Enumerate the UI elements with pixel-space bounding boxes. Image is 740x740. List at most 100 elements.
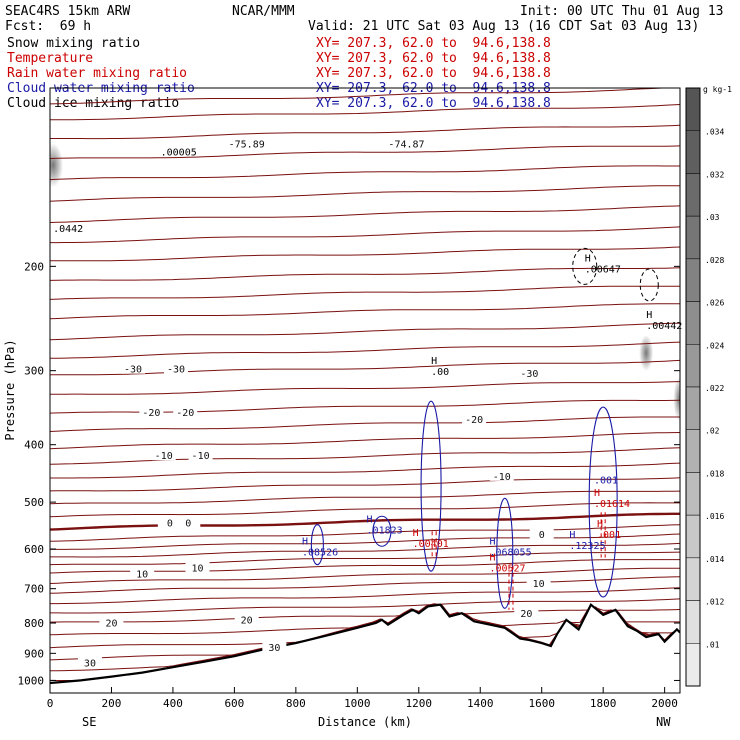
isotherm-label: -74.87 bbox=[388, 139, 424, 150]
isotherm bbox=[50, 502, 680, 518]
colorbar-label: .016 bbox=[705, 512, 724, 521]
isotherm-label-bg bbox=[164, 362, 188, 374]
extremum-marker-h: H bbox=[597, 519, 603, 530]
ice-shade bbox=[639, 334, 654, 371]
isotherm-label: 0 bbox=[167, 518, 173, 529]
isotherm bbox=[50, 462, 680, 479]
isotherm-label-bg bbox=[529, 527, 554, 539]
colorbar-label: .022 bbox=[705, 384, 724, 393]
isotherm bbox=[50, 246, 680, 262]
isotherm-label-bg bbox=[151, 449, 176, 461]
isotherm bbox=[50, 559, 680, 574]
extremum-value: .001 bbox=[597, 530, 621, 541]
x-tick-label: 2000 bbox=[651, 697, 678, 710]
extremum-value: .12325 bbox=[569, 541, 605, 552]
extremum-value: .00 bbox=[431, 367, 449, 378]
extremum-marker-h: H bbox=[431, 356, 437, 367]
isotherm bbox=[50, 524, 680, 542]
isotherm bbox=[50, 576, 680, 594]
extremum-value: .08526 bbox=[302, 547, 338, 558]
y-tick-label: 900 bbox=[24, 647, 44, 660]
isotherm-label-bg bbox=[139, 405, 164, 417]
extremum-value: .068055 bbox=[489, 547, 531, 558]
colorbar-cell bbox=[685, 301, 701, 345]
colorbar-cell bbox=[685, 386, 701, 430]
x-tick-label: 1200 bbox=[406, 697, 433, 710]
isotherm bbox=[50, 341, 680, 359]
x-tick-label: 200 bbox=[102, 697, 122, 710]
field-name-snow: Snow mixing ratio bbox=[7, 36, 141, 51]
isotherm bbox=[50, 322, 680, 341]
colorbar-cell bbox=[685, 429, 701, 473]
colorbar-cell bbox=[685, 344, 701, 388]
extremum-marker-h: H bbox=[367, 515, 373, 526]
plot-frame bbox=[49, 87, 681, 694]
cloud-water-contour bbox=[496, 497, 514, 609]
isotherm-label: 30 bbox=[268, 643, 280, 654]
isotherm-label-bg bbox=[173, 405, 198, 417]
colorbar-cell bbox=[685, 472, 701, 516]
x-tick-label: 600 bbox=[224, 697, 244, 710]
isotherm-label-bg bbox=[517, 366, 542, 378]
isotherm-label-bg bbox=[176, 516, 201, 528]
extremum-marker-h: H bbox=[594, 488, 600, 499]
isotherm-label: 30 bbox=[84, 659, 96, 670]
colorbar-label: .034 bbox=[705, 128, 724, 137]
y-tick-label: 200 bbox=[24, 260, 44, 273]
isotherm-label: 20 bbox=[241, 615, 253, 626]
cloud-water-contour bbox=[420, 400, 442, 572]
colorbar-cell bbox=[685, 258, 701, 302]
isotherm-label-bg bbox=[526, 576, 551, 588]
terrain-line bbox=[50, 602, 680, 685]
x-tick-label: 800 bbox=[286, 697, 306, 710]
isotherm-label: -30 bbox=[124, 365, 142, 376]
isotherm bbox=[50, 124, 680, 140]
x-tick-label: 1800 bbox=[590, 697, 617, 710]
isotherm-label-bg bbox=[185, 561, 210, 573]
y-tick-label: 800 bbox=[24, 617, 44, 630]
x-end-label-right: NW bbox=[656, 715, 671, 729]
snow-contour bbox=[572, 247, 598, 285]
colorbar-cell bbox=[685, 173, 701, 217]
x-tick-label: 0 bbox=[47, 697, 54, 710]
isotherm-label: 10 bbox=[533, 579, 545, 590]
isotherm bbox=[50, 598, 680, 614]
extremum-marker-h: H bbox=[646, 310, 652, 321]
isotherm bbox=[50, 477, 680, 492]
isotherm-label-bg bbox=[130, 567, 155, 579]
colorbar-label: .024 bbox=[705, 341, 724, 350]
extremum-value: .01614 bbox=[594, 499, 630, 510]
isotherm bbox=[50, 285, 680, 300]
isotherm bbox=[50, 447, 680, 465]
isotherm-label: -20 bbox=[142, 408, 160, 419]
extremum-marker-h: H bbox=[489, 536, 495, 547]
forecast-hour-label: Fcst: 69 h bbox=[5, 19, 92, 34]
ice-shading-layer bbox=[50, 143, 680, 422]
isotherm bbox=[50, 533, 680, 550]
isotherm-label: -30 bbox=[167, 365, 185, 376]
isotherm-label-bg bbox=[462, 413, 487, 425]
x-tick-label: 1600 bbox=[528, 697, 555, 710]
colorbar-cell bbox=[686, 88, 700, 131]
isotherm bbox=[50, 605, 680, 636]
isotherm bbox=[50, 416, 680, 432]
isotherm bbox=[50, 226, 680, 244]
isotherm-label-bg bbox=[188, 449, 213, 461]
init-label: Init: 00 UTC Thu 01 Aug 13 bbox=[520, 4, 724, 19]
isotherm bbox=[50, 165, 680, 181]
ice-shade bbox=[673, 377, 680, 422]
isotherm bbox=[50, 490, 680, 505]
isotherm bbox=[50, 359, 680, 376]
y-tick-label: 300 bbox=[24, 365, 44, 378]
y-tick-label: 1000 bbox=[18, 674, 45, 687]
extremum-value: .00401 bbox=[413, 539, 449, 550]
isotherm-label-bg bbox=[120, 362, 145, 374]
isotherm-label-bg bbox=[77, 656, 102, 668]
isotherm bbox=[50, 432, 680, 450]
extremum-marker-h: H bbox=[413, 528, 419, 539]
colorbar-label: .028 bbox=[705, 256, 724, 265]
cloud-water-contour bbox=[310, 524, 324, 566]
field-name-temperature: Temperature bbox=[7, 51, 94, 66]
